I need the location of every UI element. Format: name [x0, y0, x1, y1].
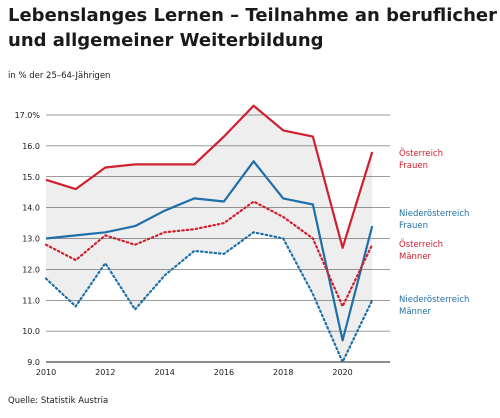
x-tick-label: 2018	[273, 368, 293, 377]
y-tick-label: 12.0	[22, 265, 40, 274]
series-label: Niederösterreich Frauen	[399, 209, 469, 231]
x-tick-label: 2012	[95, 368, 115, 377]
series-line-4	[44, 231, 374, 364]
y-tick-label: 17.0%	[15, 111, 41, 120]
x-tick-label: 2016	[214, 368, 234, 377]
series-line-3	[44, 200, 374, 308]
series-label: Österreich Frauen	[399, 148, 443, 171]
y-tick-label: 13.0	[22, 235, 40, 244]
chart-title: Lebenslanges Lernen – Teilnahme an beruf…	[8, 5, 497, 51]
series-label: Niederösterreich Männer	[399, 295, 469, 317]
x-tick-label: 2010	[36, 368, 56, 377]
chart-source: Quelle: Statistik Austria	[8, 396, 109, 406]
y-tick-label: 9.0	[27, 358, 40, 367]
x-tick-label: 2020	[332, 368, 352, 377]
range-band	[46, 105, 373, 362]
series-line-1	[45, 104, 374, 249]
chart-subtitle: in % der 25–64-Jährigen	[8, 71, 111, 81]
x-tick-label: 2014	[154, 368, 174, 377]
series-line-2	[45, 160, 374, 342]
y-tick-label: 11.0	[22, 296, 40, 305]
y-tick-label: 16.0	[22, 142, 40, 151]
y-tick-label: 15.0	[22, 173, 40, 182]
series-label: Österreich Männer	[399, 239, 443, 262]
y-tick-label: 10.0	[22, 327, 40, 336]
y-tick-label: 14.0	[22, 204, 40, 213]
